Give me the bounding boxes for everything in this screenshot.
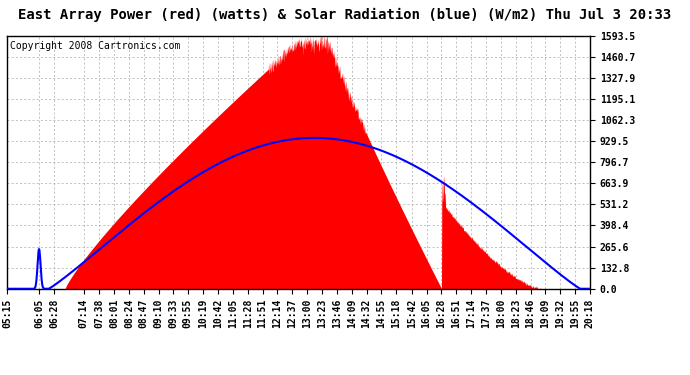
Text: Copyright 2008 Cartronics.com: Copyright 2008 Cartronics.com — [10, 41, 180, 51]
Text: East Array Power (red) (watts) & Solar Radiation (blue) (W/m2) Thu Jul 3 20:33: East Array Power (red) (watts) & Solar R… — [19, 8, 671, 22]
